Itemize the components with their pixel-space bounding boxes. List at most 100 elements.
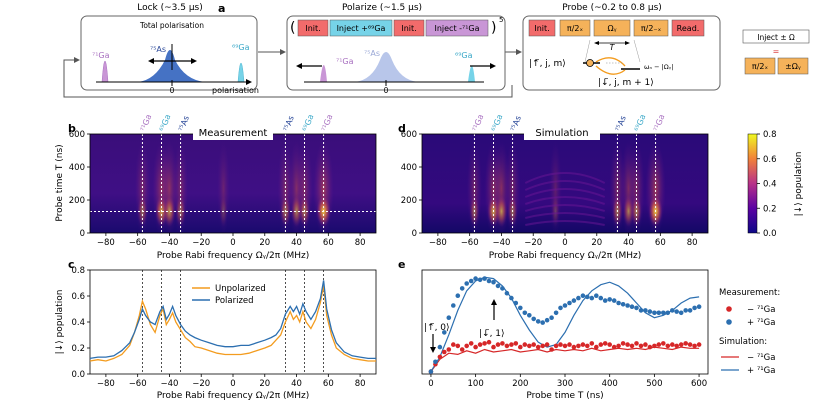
plot-c-legend: Unpolarized Polarized — [192, 284, 266, 306]
legend-inject-box — [742, 29, 810, 44]
x-tick-label: 80 — [687, 238, 698, 248]
meas-point — [442, 349, 447, 355]
isotope-label: ⁷¹Ga — [139, 113, 153, 133]
isotope-label: ⁷¹Ga — [471, 113, 485, 133]
svg-text:Inject -⁷¹Ga: Inject -⁷¹Ga — [434, 24, 479, 33]
isotope-label: ⁷¹Ga — [652, 113, 666, 133]
probe-tau-label: T — [610, 43, 616, 52]
x-tick-label: 0 — [428, 379, 433, 389]
heatmap-d-isotope-labels: ⁷¹Ga ⁶⁹Ga ⁷⁵As ⁷⁵As ⁶⁹Ga ⁷¹Ga — [471, 113, 667, 133]
meas-point — [495, 283, 501, 289]
svg-text:(: ( — [290, 20, 295, 36]
meas-point — [522, 310, 528, 316]
meas-point — [464, 343, 470, 349]
probe-title: Probe (~0.2 to 0.8 µs) — [562, 3, 662, 13]
x-tick-label: −20 — [192, 379, 210, 389]
meas-point — [437, 344, 443, 350]
meas-point — [620, 341, 626, 346]
meas-point — [580, 293, 586, 299]
meas-point — [509, 295, 514, 301]
meas-point — [571, 344, 577, 350]
polarize-peak-75as — [355, 52, 418, 82]
x-tick-label: 80 — [355, 238, 366, 248]
panel-label-b: b — [68, 122, 76, 135]
y-tick-label: 0 — [412, 229, 417, 239]
panel-b: b Measurement ⁷¹Ga ⁶⁹Ga ⁷⁵As ⁷⁵As ⁶⁹Ga ⁷¹Ga −… — [55, 113, 377, 261]
x-tick-label: 20 — [591, 238, 602, 248]
heatmap-fringe — [524, 188, 606, 198]
meas-point — [500, 341, 505, 346]
x-tick-label: 60 — [323, 379, 334, 389]
meas-point — [535, 344, 541, 350]
y-tick-label: 0.6 — [71, 292, 85, 302]
meas-point — [473, 276, 478, 281]
y-tick-label: 600 — [401, 130, 417, 140]
panel-a: a Lock (~3.5 µs) Total polarisation ⁷¹Ga… — [63, 2, 810, 98]
meas-point — [692, 305, 697, 311]
meas-point — [629, 343, 635, 349]
meas-point — [567, 342, 572, 347]
polarize-inject-71ga — [425, 19, 489, 37]
y-tick-label: 0.8 — [71, 266, 85, 276]
meas-point — [665, 310, 671, 316]
meas-point — [611, 298, 617, 303]
meas-point — [513, 300, 519, 306]
x-tick-label: −80 — [429, 238, 447, 248]
heatmap-fringe — [524, 180, 606, 191]
y-tick-label: 0 — [80, 229, 85, 239]
x-tick-label: 0 — [562, 238, 567, 248]
meas-point — [674, 309, 679, 314]
meas-point — [625, 342, 630, 347]
isotope-label: ⁶⁹Ga — [301, 113, 315, 133]
panel-e: e 0 100 200 300 400 500 600 |↑̃, 0⟩ |↓̃, 1⟩ Pr… — [398, 258, 780, 401]
meas-point — [589, 295, 595, 301]
probe-pi2x — [559, 19, 591, 37]
heatmap-hotspot — [163, 195, 176, 228]
svg-text:π/2ₓ: π/2ₓ — [567, 24, 584, 33]
heatmap-d-xlabel: Probe Rabi frequency Ωᵧ/2π (MHz) — [489, 251, 642, 261]
meas-point — [540, 320, 545, 325]
meas-point — [437, 354, 443, 360]
polarize-peak-69ga — [466, 66, 475, 82]
x-tick-label: 400 — [602, 379, 618, 389]
meas-point — [428, 369, 434, 374]
meas-point — [620, 302, 626, 307]
legend-meas-title: Measurement: — [719, 288, 780, 298]
heatmap-b-axes: −80 −60 −40 −20 0 20 40 60 80 0 200 400 600 — [69, 130, 366, 248]
svg-text:Ωᵧ: Ωᵧ — [607, 24, 616, 33]
meas-point — [468, 341, 474, 346]
meas-point — [451, 303, 456, 308]
meas-point — [491, 279, 496, 285]
meas-point — [549, 347, 554, 352]
meas-point — [459, 286, 465, 291]
legend-meas-plus-marker — [726, 319, 732, 325]
svg-text:): ) — [491, 20, 496, 36]
plot-e-legend: Measurement: − ⁷¹Ga + ⁷¹Ga Simulation: −… — [719, 288, 780, 376]
meas-point — [495, 342, 501, 347]
meas-point — [652, 343, 657, 349]
meas-point — [549, 315, 554, 321]
meas-point — [491, 344, 496, 350]
meas-point — [598, 342, 604, 347]
heatmap-b-xlabel: Probe Rabi frequency Ωᵧ/2π (MHz) — [157, 251, 310, 261]
meas-point — [562, 303, 568, 308]
meas-point — [477, 342, 483, 347]
plot-c-ylabel: |↓⟩ population — [55, 290, 65, 355]
panel-d: d Simulation ⁷¹Ga ⁶⁹Ga ⁷⁵As ⁷⁵As ⁶⁹Ga ⁷¹Ga −8… — [398, 113, 804, 261]
y-tick-label: 0.2 — [71, 344, 85, 354]
colorbar — [747, 133, 758, 234]
meas-point — [531, 342, 536, 347]
meas-point — [535, 319, 541, 324]
meas-point — [661, 310, 666, 316]
x-tick-label: 40 — [291, 379, 302, 389]
heatmap-fringe — [525, 212, 605, 219]
x-tick-label: −40 — [160, 238, 178, 248]
svg-text:π/2₋ₓ: π/2₋ₓ — [641, 24, 662, 33]
meas-point — [696, 342, 702, 347]
legend-pm-omega — [777, 57, 809, 75]
heatmap-d-axes: −80 −60 −40 −20 0 20 40 60 80 0 200 400 600 — [401, 130, 698, 248]
heatmap-d-title: Simulation — [535, 128, 588, 139]
meas-point — [665, 343, 671, 349]
meas-point — [504, 343, 510, 349]
meas-point — [602, 298, 608, 303]
